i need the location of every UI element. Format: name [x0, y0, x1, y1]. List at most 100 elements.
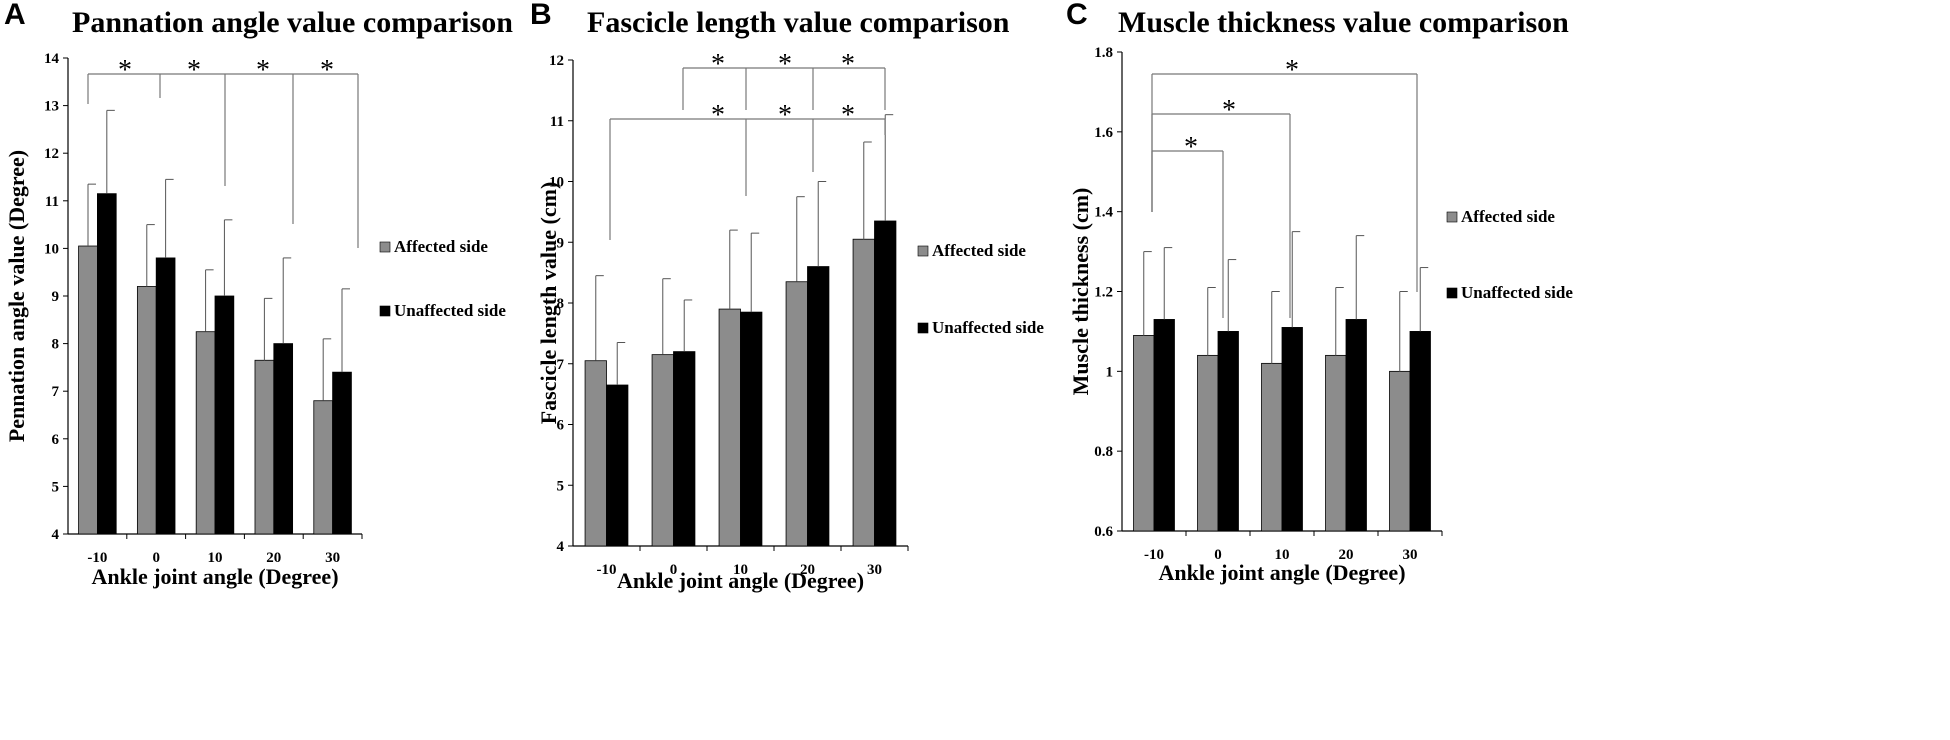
- bar-affected: [1197, 354, 1219, 532]
- x-tick-label: 0: [1214, 547, 1222, 563]
- legend-label: Unaffected side: [932, 318, 1044, 337]
- legend-swatch: [917, 322, 929, 334]
- x-tick-label: 10: [1275, 547, 1290, 563]
- y-tick-label: 7: [52, 384, 60, 400]
- x-tick-label: 30: [325, 550, 340, 566]
- bar-unaffected: [155, 257, 176, 535]
- bar-unaffected: [1217, 331, 1239, 532]
- significance-star: *: [320, 55, 334, 86]
- bar-unaffected: [673, 351, 696, 547]
- legend-swatch: [1446, 211, 1458, 223]
- chart-title: Fascicle length value comparison: [587, 6, 1010, 39]
- x-tick-label: 30: [1403, 547, 1418, 563]
- bar-unaffected: [1345, 319, 1367, 532]
- y-tick-label: 5: [52, 479, 60, 495]
- bar-affected: [78, 245, 98, 535]
- bar-unaffected: [807, 266, 830, 547]
- legend-swatch: [917, 245, 929, 257]
- y-tick-label: 13: [44, 99, 59, 115]
- legend-label: Affected side: [1461, 207, 1555, 226]
- panel-a: A Pannation angle value comparison 4 5 6 7 8 9 1…: [4, 0, 513, 589]
- y-tick-label: 4: [557, 539, 565, 555]
- x-tick-label: 10: [733, 562, 748, 578]
- x-axis-label: Ankle joint angle (Degree): [617, 568, 864, 593]
- y-tick-label: 6: [557, 418, 565, 434]
- y-axis-label: Muscle thickness (cm): [1068, 188, 1093, 396]
- bar-affected: [1133, 335, 1155, 532]
- bar-affected: [1389, 370, 1411, 532]
- chart-title: Muscle thickness value comparison: [1118, 6, 1569, 39]
- x-tick-label: 10: [208, 550, 223, 566]
- y-tick-label: 12: [44, 146, 59, 162]
- y-tick-label: 1: [1106, 364, 1114, 380]
- y-tick-label: 7: [557, 357, 565, 373]
- bar-unaffected: [332, 371, 352, 535]
- y-tick-label: 0.8: [1094, 444, 1113, 460]
- legend-label: Affected side: [394, 237, 488, 256]
- bar-affected: [313, 400, 333, 535]
- y-tick-label: 14: [44, 51, 60, 67]
- y-tick-label: 10: [549, 175, 564, 191]
- y-tick-label: 8: [557, 296, 565, 312]
- significance-star: *: [778, 49, 792, 80]
- y-tick-label: 0.6: [1094, 524, 1113, 540]
- x-axis-label: Ankle joint angle (Degree): [91, 564, 338, 589]
- bar-affected: [254, 359, 275, 535]
- significance-star: *: [256, 55, 270, 86]
- bar-affected: [136, 286, 157, 535]
- y-tick-label: 5: [557, 478, 565, 494]
- legend-label: Affected side: [932, 241, 1026, 260]
- y-tick-label: 6: [52, 432, 60, 448]
- significance-star: *: [1222, 95, 1236, 126]
- bar-affected: [718, 308, 741, 547]
- panel-letter: A: [4, 0, 26, 31]
- y-axis-label: Fascicle length value (cm): [536, 182, 561, 425]
- significance-star: *: [841, 49, 855, 80]
- bar-unaffected: [874, 220, 897, 547]
- y-tick-label: 11: [550, 114, 564, 130]
- significance-star: *: [118, 55, 132, 86]
- bar-unaffected: [740, 311, 763, 547]
- y-tick-label: 9: [557, 235, 565, 251]
- x-tick-label: 30: [867, 562, 882, 578]
- y-tick-label: 10: [44, 241, 59, 257]
- x-tick-label: 20: [266, 550, 281, 566]
- y-tick-label: 11: [45, 194, 59, 210]
- panel-b: B Fascicle length value comparison 4 5 6 7 8 9 1…: [530, 0, 1044, 593]
- x-tick-label: -10: [1144, 547, 1164, 563]
- panel-c: C Muscle thickness value comparison 0.6 0.8…: [1066, 0, 1573, 585]
- significance-star: *: [841, 100, 855, 131]
- legend-label: Unaffected side: [1461, 283, 1573, 302]
- y-axis-label: Pennation angle value (Degree): [4, 150, 29, 442]
- x-tick-label: 20: [800, 562, 815, 578]
- bar-affected: [1261, 362, 1283, 532]
- bar-affected: [195, 331, 216, 535]
- bar-unaffected: [97, 193, 117, 535]
- legend-swatch: [1446, 287, 1458, 299]
- significance-star: *: [187, 55, 201, 86]
- bar-affected: [584, 360, 607, 547]
- bar-unaffected: [1153, 319, 1175, 532]
- y-tick-label: 12: [549, 53, 564, 69]
- significance-star: *: [711, 100, 725, 131]
- x-axis-label: Ankle joint angle (Degree): [1158, 560, 1405, 585]
- bar-affected: [651, 354, 674, 547]
- y-tick-label: 1.4: [1094, 205, 1113, 221]
- significance-star: *: [1184, 132, 1198, 163]
- bar-unaffected: [1409, 331, 1431, 532]
- bar-unaffected: [1281, 327, 1303, 532]
- significance-star: *: [1285, 55, 1299, 86]
- x-tick-label: -10: [597, 562, 617, 578]
- panel-letter: C: [1066, 0, 1088, 31]
- bar-unaffected: [214, 295, 235, 535]
- significance-star: *: [778, 100, 792, 131]
- legend-label: Unaffected side: [394, 301, 506, 320]
- bar-affected: [785, 281, 808, 547]
- significance-star: *: [711, 49, 725, 80]
- bar-unaffected: [606, 384, 629, 547]
- y-tick-label: 1.8: [1094, 45, 1113, 61]
- y-tick-label: 1.2: [1094, 285, 1113, 301]
- bar-unaffected: [273, 343, 294, 535]
- y-tick-label: 1.6: [1094, 125, 1113, 141]
- panel-letter: B: [530, 0, 552, 31]
